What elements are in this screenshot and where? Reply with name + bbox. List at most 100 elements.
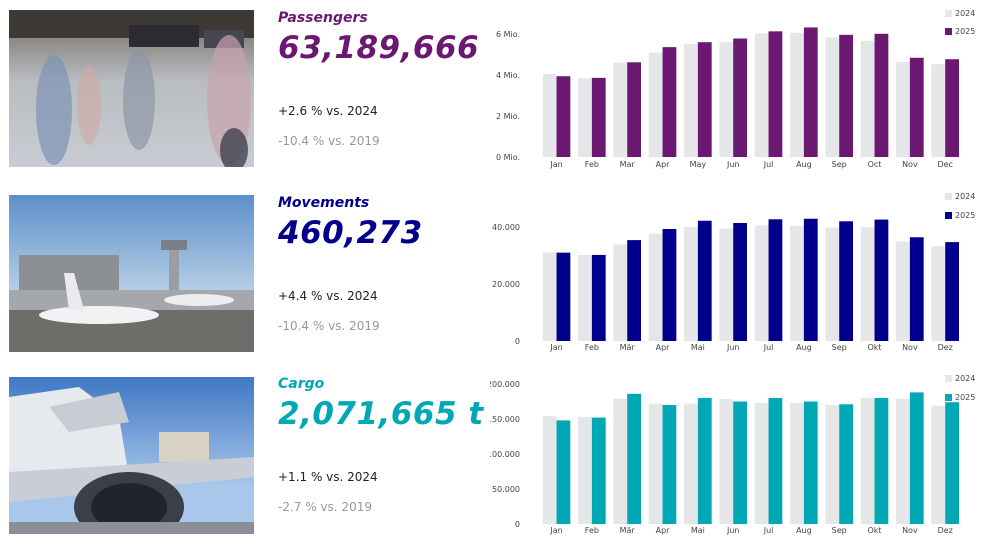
bar-2024-Jul — [754, 33, 769, 158]
bar-2025-Jun — [733, 38, 747, 158]
bar-2025-Jan — [556, 252, 571, 341]
y-tick-label: 0 Mio. — [496, 153, 520, 162]
bar-2025-Apr — [662, 405, 677, 524]
bar-2024-Apr — [648, 52, 663, 158]
x-tick-label: Okt — [868, 526, 882, 535]
x-tick-label: Jan — [549, 343, 562, 352]
kpi-change-vs-2024: +4.4 % vs. 2024 — [278, 289, 378, 303]
kpi-value: 460,273 — [278, 215, 423, 251]
x-tick-label: Aug — [796, 160, 812, 169]
bar-2025-Jan — [556, 420, 571, 524]
x-tick-label: Mai — [691, 526, 705, 535]
x-tick-label: Jun — [726, 160, 740, 169]
bar-2025-Jan — [556, 76, 571, 157]
bar-2024-Jan — [542, 416, 557, 524]
legend-label-2025: 2025 — [955, 27, 975, 36]
bar-2024-Aug — [790, 225, 804, 341]
y-tick-label: 200.000 — [490, 380, 520, 389]
bar-2025-Apr — [662, 228, 677, 341]
x-tick-label: Sep — [832, 526, 847, 535]
bar-2025-Jun — [733, 401, 747, 524]
x-tick-label: Nov — [902, 526, 918, 535]
bar-2025-Okt — [874, 219, 889, 341]
bar-2024-Jul — [754, 402, 769, 524]
bar-2024-Feb — [578, 78, 592, 157]
y-tick-label: 0 — [515, 520, 520, 529]
bar-2024-Apr — [648, 403, 663, 524]
bar-2025-Sep — [839, 221, 853, 341]
x-tick-label: Apr — [656, 526, 671, 535]
bar-2025-May — [697, 42, 712, 158]
legend-swatch-2024 — [945, 10, 952, 17]
bar-2024-Mai — [684, 227, 698, 341]
x-tick-label: Sep — [832, 160, 847, 169]
bar-2024-Mär — [613, 398, 628, 524]
bar-2024-Jun — [719, 41, 734, 157]
legend-swatch-2024 — [945, 193, 952, 200]
y-tick-label: 4 Mio. — [496, 71, 520, 80]
bar-2025-Nov — [909, 57, 924, 157]
x-tick-label: Jul — [763, 160, 774, 169]
bar-2025-Feb — [591, 417, 606, 524]
bar-2025-Nov — [909, 392, 924, 524]
bar-2025-Aug — [803, 401, 818, 524]
bar-2025-Dec — [945, 59, 959, 158]
legend-swatch-2025 — [945, 212, 952, 219]
bar-2024-Dez — [931, 405, 946, 524]
x-tick-label: Aug — [796, 343, 812, 352]
x-tick-label: Jul — [763, 526, 774, 535]
cargo-aircraft-photo — [9, 377, 254, 534]
bar-2024-Nov — [896, 61, 910, 157]
x-tick-label: Nov — [902, 343, 918, 352]
movements-kpi: Movements 460,273 +4.4 % vs. 2024 -10.4 … — [278, 195, 478, 355]
bar-2025-Dez — [945, 402, 959, 524]
bar-2025-Mai — [697, 220, 712, 341]
legend-swatch-2025 — [945, 394, 952, 401]
x-tick-label: Aug — [796, 526, 812, 535]
kpi-value: 63,189,666 — [278, 30, 480, 66]
bar-2024-Jan — [542, 252, 557, 341]
x-tick-label: Jun — [726, 343, 740, 352]
bar-2024-Nov — [896, 398, 910, 524]
x-tick-label: Mär — [620, 343, 636, 352]
bar-2024-Dec — [931, 64, 946, 157]
passengers-kpi: Passengers 63,189,666 +2.6 % vs. 2024 -1… — [278, 10, 480, 170]
kpi-change-vs-2019: -10.4 % vs. 2019 — [278, 134, 380, 148]
x-tick-label: Feb — [585, 526, 599, 535]
y-tick-label: 20.000 — [492, 280, 520, 289]
legend-label-2025: 2025 — [955, 211, 975, 220]
legend-swatch-2024 — [945, 375, 952, 382]
x-tick-label: Mai — [691, 343, 705, 352]
bar-2024-Dez — [931, 246, 946, 341]
bar-2025-Jun — [733, 223, 747, 341]
bar-2024-Jun — [719, 228, 734, 341]
bar-2024-Aug — [790, 402, 804, 524]
bar-2024-Okt — [860, 398, 875, 524]
movements-chart: 0 20.000 40.000 Jan Feb Mär Apr Mai Jun Jul Aug Sep… — [490, 185, 1000, 370]
bar-2024-Aug — [790, 32, 804, 157]
x-tick-label: Dez — [938, 526, 953, 535]
x-tick-label: Apr — [656, 160, 671, 169]
bar-2025-Dez — [945, 242, 959, 341]
bar-2024-Sep — [825, 37, 840, 157]
x-tick-label: Oct — [868, 160, 882, 169]
y-tick-label: 2 Mio. — [496, 112, 520, 121]
bar-2025-Aug — [803, 218, 818, 341]
bar-2025-Jul — [768, 219, 783, 341]
bar-2025-Mär — [627, 393, 641, 524]
bar-2025-Nov — [909, 237, 924, 341]
kpi-change-vs-2019: -2.7 % vs. 2019 — [278, 500, 372, 514]
airport-terminal-photo — [9, 10, 254, 167]
bar-2024-Feb — [578, 416, 592, 524]
bar-2024-Jun — [719, 399, 734, 524]
y-tick-label: 40.000 — [492, 223, 520, 232]
kpi-change-vs-2024: +2.6 % vs. 2024 — [278, 104, 378, 118]
y-tick-label: 50.000 — [492, 485, 520, 494]
bar-2025-Mär — [627, 240, 641, 341]
kpi-title: Cargo — [278, 376, 325, 392]
y-tick-label: 150.000 — [490, 415, 520, 424]
bar-2024-May — [684, 44, 698, 157]
bar-2024-Apr — [648, 233, 663, 341]
bar-2024-Mär — [613, 244, 628, 341]
bar-2024-Sep — [825, 227, 840, 341]
